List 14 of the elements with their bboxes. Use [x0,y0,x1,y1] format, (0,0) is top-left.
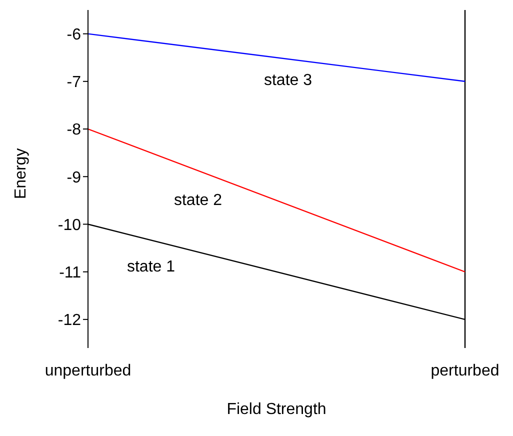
x-tick-label: perturbed [430,362,500,380]
x-tick-label: unperturbed [44,362,132,380]
series-label: state 1 [126,258,176,276]
series-label: state 2 [174,192,222,210]
series-label: state 3 [264,72,312,90]
y-axis-title: Energy [12,148,30,199]
y-tick-label: -12 [58,312,82,330]
y-tick-label: -9 [66,169,82,186]
y-tick-label: -6 [66,26,82,44]
y-tick-label: -10 [58,216,82,234]
y-tick-label: -11 [59,264,82,282]
x-axis-title: Field Strength [226,401,326,418]
y-tick-label: -8 [66,122,82,139]
y-tick-label: -7 [66,74,82,92]
